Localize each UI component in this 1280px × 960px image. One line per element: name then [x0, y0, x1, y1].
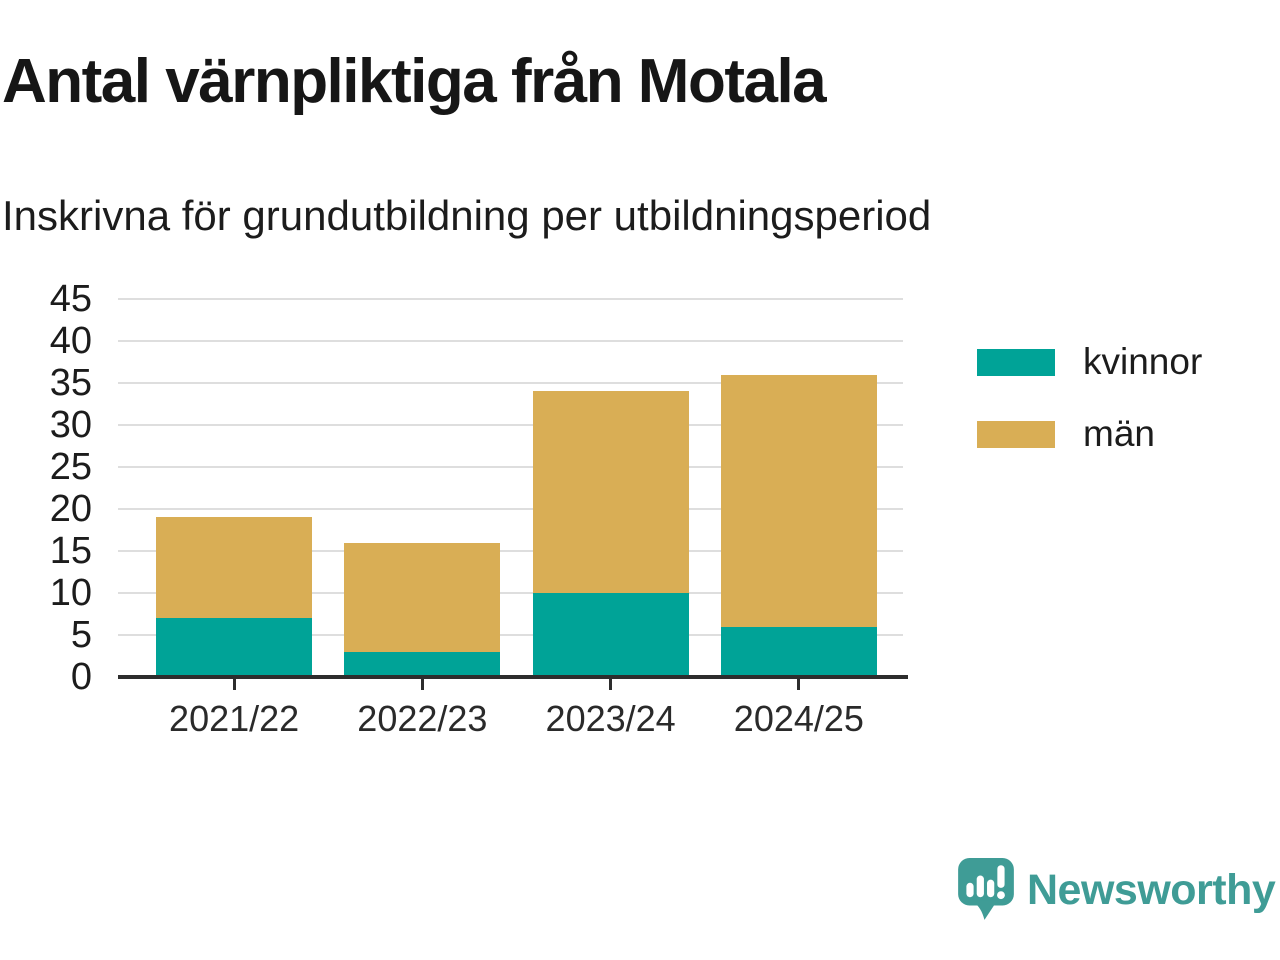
x-axis-label: 2022/23	[357, 698, 488, 739]
y-axis-label: 15	[49, 530, 92, 572]
y-axis-label: 10	[49, 572, 92, 614]
bar-segment-kvinnor	[532, 593, 689, 677]
gridline	[118, 634, 903, 636]
y-axis-label: 35	[49, 362, 92, 404]
y-axis-label: 20	[49, 488, 92, 530]
gridline	[118, 508, 903, 510]
gridline	[118, 340, 903, 342]
x-axis-tick	[797, 679, 801, 690]
gridline	[118, 424, 903, 426]
gridline	[118, 550, 903, 552]
y-axis-label: 0	[70, 656, 92, 698]
gridline	[118, 466, 903, 468]
x-axis-label: 2024/25	[733, 698, 864, 739]
x-axis-line	[118, 675, 908, 679]
gridline	[118, 298, 903, 300]
gridline	[118, 382, 903, 384]
legend-label-man: män	[1083, 413, 1155, 454]
legend-label-kvinnor: kvinnor	[1083, 341, 1203, 382]
x-axis-tick	[420, 679, 424, 690]
brand: Newsworthy	[958, 858, 1276, 922]
legend-item-kvinnor: kvinnor	[977, 341, 1202, 383]
chart-subtitle: Inskrivna för grundutbildning per utbild…	[2, 192, 932, 239]
x-axis-tick	[609, 679, 613, 690]
gridline	[118, 592, 903, 594]
legend-swatch-kvinnor	[977, 348, 1055, 376]
legend-item-man: män	[977, 413, 1202, 455]
x-axis-label: 2021/22	[169, 698, 300, 739]
y-axis-label: 5	[70, 614, 92, 656]
bar-segment-kvinnor	[156, 618, 313, 677]
bar-segment-män	[720, 374, 877, 627]
newsworthy-logo-icon	[958, 858, 1014, 922]
y-axis-label: 30	[49, 404, 92, 446]
bar-segment-män	[344, 542, 501, 652]
legend: kvinnor män	[977, 341, 1202, 485]
bar-segment-män	[532, 391, 689, 593]
legend-swatch-man	[977, 420, 1055, 448]
x-axis-label: 2023/24	[545, 698, 676, 739]
x-axis-tick	[232, 679, 236, 690]
y-axis-label: 45	[49, 278, 92, 320]
y-axis-label: 40	[49, 320, 92, 362]
bar-segment-kvinnor	[720, 626, 877, 677]
bar-segment-kvinnor	[344, 651, 501, 677]
y-axis-label: 25	[49, 446, 92, 488]
bar-segment-män	[156, 517, 313, 619]
brand-name: Newsworthy	[1027, 865, 1276, 914]
chart-title: Antal värnpliktiga från Motala	[2, 47, 827, 116]
